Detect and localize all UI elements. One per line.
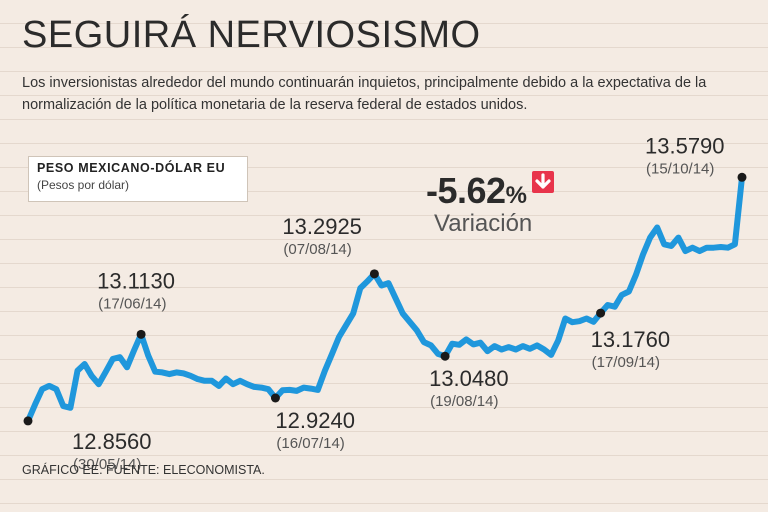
- page-title: SEGUIRÁ NERVIOSISMO: [22, 14, 481, 56]
- data-label-value: 12.8560: [72, 429, 152, 454]
- legend-subtitle: (Pesos por dólar): [37, 178, 130, 192]
- data-label-value: 13.1760: [591, 327, 671, 352]
- data-point-marker: [737, 172, 747, 182]
- data-label-value: 13.5790: [645, 133, 725, 158]
- legend-box: PESO MEXICANO-DÓLAR EU (Pesos por dólar): [28, 156, 248, 202]
- data-label-value: 12.9240: [275, 408, 355, 433]
- legend-title: PESO MEXICANO-DÓLAR EU: [37, 161, 226, 175]
- variation-value: -5.62: [426, 170, 506, 211]
- data-point-marker: [23, 416, 33, 426]
- source-footer: GRÁFICO EE. FUENTE: ELECONOMISTA.: [22, 463, 265, 477]
- variation-percent: %: [505, 182, 527, 209]
- data-point-marker: [270, 393, 280, 403]
- data-point-marker: [440, 351, 450, 361]
- data-label-date: (15/10/14): [646, 160, 714, 177]
- data-point-marker: [136, 329, 146, 339]
- data-label-value: 13.1130: [97, 268, 175, 293]
- variation-summary: -5.62%: [426, 170, 555, 212]
- data-label-value: 13.2925: [282, 214, 362, 239]
- data-label-date: (07/08/14): [283, 241, 351, 258]
- data-label-value: 13.0480: [429, 366, 509, 391]
- page-subtitle: Los inversionistas alrededor del mundo c…: [22, 75, 707, 113]
- variation-label: Variación: [434, 210, 533, 237]
- data-label-date: (17/06/14): [98, 295, 166, 312]
- data-label-date: (19/08/14): [430, 393, 498, 410]
- arrow-down-icon: [532, 171, 555, 193]
- data-label-date: (17/09/14): [592, 354, 660, 371]
- data-point-marker: [596, 308, 606, 318]
- data-label-date: (16/07/14): [276, 435, 344, 452]
- data-point-marker: [369, 269, 379, 279]
- data-label-date: (30/05/14): [73, 456, 141, 473]
- series-line-peso-dolar: [25, 174, 745, 424]
